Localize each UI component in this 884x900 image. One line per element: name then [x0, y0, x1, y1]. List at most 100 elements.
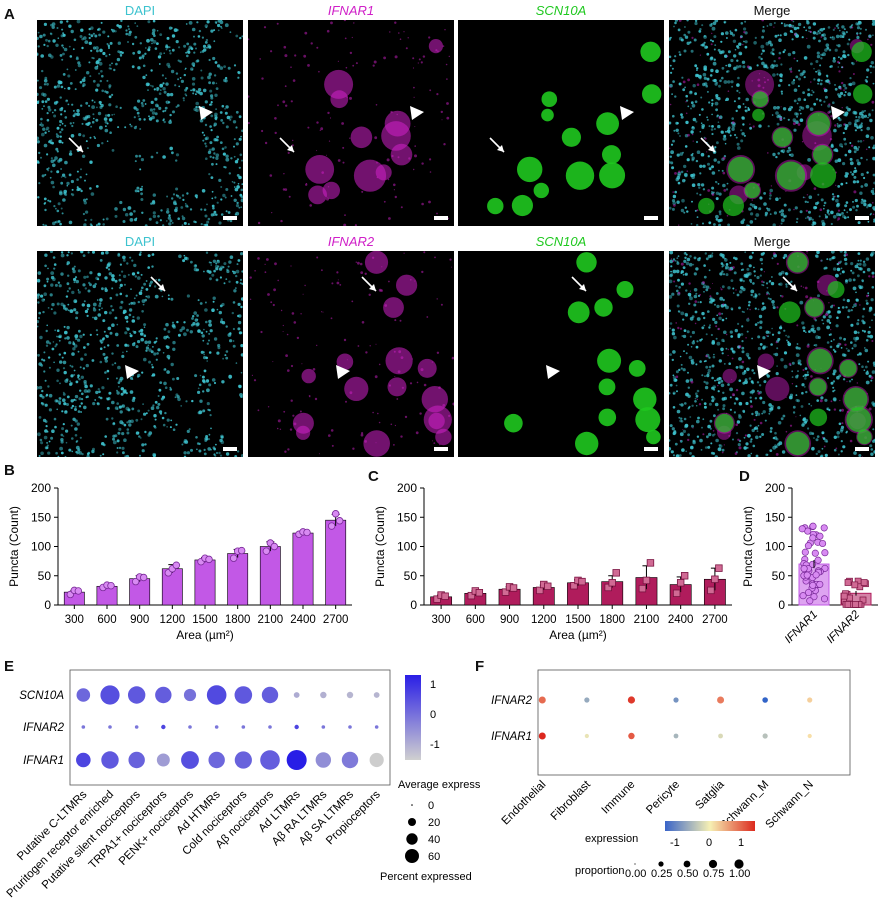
- nucleus-dot: [219, 141, 223, 144]
- nucleus-dot: [202, 379, 206, 383]
- neuron-signal: [810, 162, 837, 189]
- nucleus-dot: [849, 157, 853, 161]
- arrow-marker: [369, 284, 376, 291]
- neuron-signal: [517, 156, 543, 183]
- nucleus-dot: [208, 323, 213, 327]
- size-legend-dot: [708, 859, 718, 869]
- nucleus-dot: [127, 273, 130, 276]
- nucleus-dot: [827, 213, 831, 216]
- nucleus-dot: [148, 46, 151, 49]
- nucleus-dot: [707, 254, 712, 259]
- puncta-dot: [852, 73, 855, 75]
- puncta-dot: [319, 129, 321, 131]
- nucleus-dot: [76, 178, 79, 181]
- nucleus-dot: [852, 286, 857, 291]
- nucleus-dot: [866, 76, 869, 79]
- puncta-dot: [264, 141, 268, 145]
- nucleus-dot: [240, 371, 243, 374]
- puncta-dot: [841, 408, 844, 412]
- nucleus-dot: [856, 35, 860, 40]
- nucleus-dot: [167, 297, 170, 300]
- nucleus-dot: [101, 442, 105, 446]
- nucleus-dot: [775, 197, 779, 201]
- nucleus-dot: [202, 339, 205, 342]
- nucleus-dot: [847, 107, 851, 112]
- nucleus-dot: [704, 375, 706, 377]
- nucleus-dot: [210, 114, 214, 118]
- nucleus-dot: [806, 371, 809, 373]
- puncta-dot: [705, 354, 708, 358]
- nucleus-dot: [40, 451, 44, 456]
- nucleus-dot: [696, 317, 701, 321]
- nucleus-dot: [172, 222, 174, 224]
- nucleus-dot: [74, 399, 77, 402]
- nucleus-dot: [810, 94, 813, 96]
- neuron-signal: [752, 91, 769, 107]
- nucleus-dot: [138, 253, 142, 256]
- nucleus-dot: [812, 31, 817, 35]
- nucleus-dot: [141, 185, 143, 188]
- size-legend-dot: [406, 833, 418, 845]
- nucleus-dot: [758, 314, 763, 319]
- y-tick-label: 150: [397, 510, 417, 524]
- nucleus-dot: [57, 336, 59, 338]
- puncta-dot: [330, 429, 334, 432]
- nucleus-dot: [181, 215, 184, 218]
- nucleus-dot: [860, 129, 863, 132]
- nucleus-dot: [128, 303, 131, 306]
- nucleus-dot: [234, 187, 239, 192]
- nucleus-dot: [241, 35, 243, 38]
- nucleus-dot: [696, 389, 700, 393]
- nucleus-dot: [205, 379, 210, 383]
- nucleus-dot: [185, 23, 188, 25]
- nucleus-dot: [690, 223, 693, 225]
- nucleus-dot: [78, 378, 81, 381]
- nucleus-dot: [873, 220, 875, 223]
- nucleus-dot: [180, 79, 184, 83]
- nucleus-dot: [83, 198, 87, 202]
- nucleus-dot: [772, 152, 776, 157]
- nucleus-dot: [830, 210, 834, 215]
- data-point: [816, 532, 824, 540]
- nucleus-dot: [217, 29, 220, 32]
- puncta-dot: [393, 350, 396, 353]
- nucleus-dot: [736, 420, 741, 424]
- nucleus-dot: [185, 86, 189, 90]
- nucleus-dot: [38, 151, 41, 155]
- nucleus-dot: [130, 419, 134, 424]
- nucleus-dot: [70, 399, 74, 403]
- nucleus-dot: [845, 182, 848, 185]
- nucleus-dot: [168, 337, 170, 339]
- bar-1500: [194, 559, 216, 606]
- nucleus-dot: [215, 451, 219, 455]
- nucleus-dot: [686, 99, 689, 102]
- puncta-dot: [744, 434, 747, 437]
- nucleus-dot: [154, 47, 158, 50]
- nucleus-dot: [695, 392, 698, 395]
- nucleus-dot: [86, 454, 90, 457]
- micrograph-background: [248, 20, 454, 226]
- nucleus-dot: [179, 328, 183, 332]
- puncta-dot: [274, 131, 277, 135]
- nucleus-dot: [214, 138, 218, 142]
- nucleus-dot: [80, 357, 84, 361]
- nucleus-dot: [46, 168, 49, 171]
- nucleus-dot: [86, 275, 89, 279]
- puncta-dot: [672, 191, 674, 193]
- nucleus-dot: [780, 212, 785, 217]
- nucleus-dot: [836, 316, 839, 320]
- nucleus-dot: [113, 422, 115, 425]
- nucleus-dot: [857, 331, 860, 334]
- nucleus-dot: [857, 140, 860, 143]
- nucleus-dot: [67, 251, 70, 254]
- nucleus-dot: [669, 160, 671, 164]
- nucleus-dot: [226, 115, 231, 120]
- puncta-dot: [384, 304, 388, 307]
- nucleus-dot: [102, 51, 106, 56]
- nucleus-dot: [210, 129, 213, 132]
- expression-dot: [161, 724, 166, 730]
- panel-label-b: B: [4, 462, 15, 479]
- nucleus-dot: [820, 198, 824, 202]
- nucleus-dot: [742, 218, 746, 222]
- nucleus-dot: [57, 202, 61, 206]
